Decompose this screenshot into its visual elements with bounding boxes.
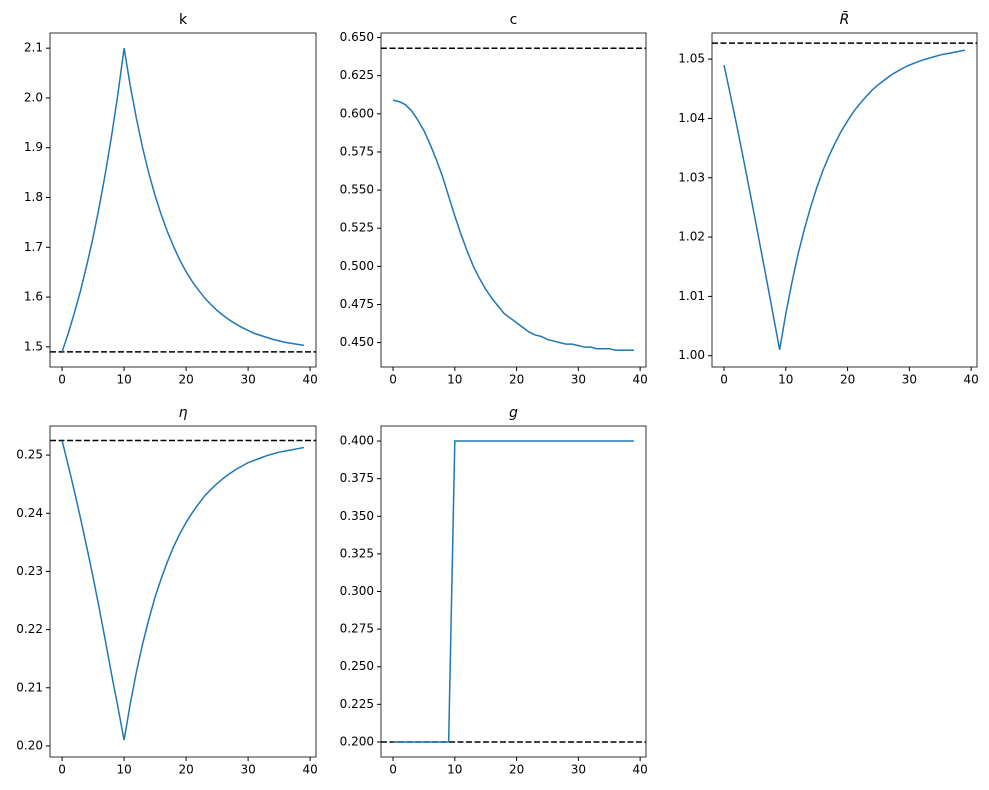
axes-frame — [380, 425, 647, 758]
subplot-title: c — [510, 12, 518, 28]
x-tick-label: 40 — [302, 763, 317, 777]
y-tick-label: 0.575 — [340, 144, 374, 158]
x-tick-label: 30 — [902, 373, 917, 387]
plot-area — [712, 33, 977, 367]
y-tick-label: 0.300 — [340, 584, 374, 598]
y-tick-label: 1.05 — [678, 52, 705, 66]
y-tick-label: 0.21 — [16, 680, 43, 694]
y-tick-label: 0.525 — [340, 221, 374, 235]
x-tick-label: 20 — [509, 373, 524, 387]
y-tick-label: 0.550 — [340, 183, 374, 197]
x-tick-label: 20 — [178, 763, 193, 777]
y-tick-label: 1.9 — [24, 140, 43, 154]
y-tick-label: 1.02 — [678, 230, 705, 244]
plot-area — [381, 426, 646, 757]
y-tick-label: 1.00 — [678, 348, 705, 362]
y-tick-label: 2.1 — [24, 41, 43, 55]
y-tick-label: 0.450 — [340, 335, 374, 349]
y-tick-label: 0.650 — [340, 30, 374, 44]
x-tick-label: 20 — [840, 373, 855, 387]
axes-frame — [711, 32, 978, 368]
axes-frame — [380, 32, 647, 368]
y-tick-label: 0.20 — [16, 738, 43, 752]
subplot-title: R̄ — [840, 10, 850, 28]
axes-frame — [49, 32, 317, 368]
series-line — [392, 99, 634, 351]
x-tick-label: 0 — [389, 373, 397, 387]
y-tick-label: 1.04 — [678, 111, 705, 125]
x-tick-label: 30 — [240, 763, 255, 777]
y-tick-label: 0.225 — [340, 697, 374, 711]
y-tick-label: 0.25 — [16, 448, 43, 462]
plot-area — [50, 33, 316, 367]
y-tick-label: 0.23 — [16, 564, 43, 578]
x-tick-label: 10 — [778, 373, 793, 387]
y-tick-label: 1.6 — [24, 290, 43, 304]
x-tick-label: 30 — [571, 373, 586, 387]
x-tick-label: 0 — [389, 763, 397, 777]
subplot-title: k — [179, 12, 188, 28]
y-tick-label: 1.01 — [678, 289, 705, 303]
x-tick-label: 10 — [116, 763, 131, 777]
x-tick-label: 30 — [571, 763, 586, 777]
y-tick-label: 1.8 — [24, 190, 43, 204]
x-tick-label: 10 — [447, 763, 462, 777]
x-tick-label: 10 — [116, 373, 131, 387]
x-tick-label: 30 — [240, 373, 255, 387]
x-tick-label: 10 — [447, 373, 462, 387]
y-tick-label: 0.200 — [340, 734, 374, 748]
y-tick-label: 0.275 — [340, 622, 374, 636]
series-line — [61, 440, 305, 741]
x-tick-label: 20 — [509, 763, 524, 777]
y-tick-label: 1.5 — [24, 339, 43, 353]
y-tick-label: 0.350 — [340, 509, 374, 523]
axes-frame — [49, 425, 317, 758]
x-tick-label: 40 — [632, 373, 647, 387]
x-tick-label: 0 — [720, 373, 728, 387]
y-tick-label: 0.400 — [340, 434, 374, 448]
series-line — [61, 48, 305, 353]
subplot-title: g — [509, 405, 518, 421]
y-tick-label: 0.250 — [340, 659, 374, 673]
x-tick-label: 0 — [58, 763, 66, 777]
y-tick-label: 0.375 — [340, 471, 374, 485]
y-tick-label: 1.03 — [678, 170, 705, 184]
x-tick-label: 40 — [632, 763, 647, 777]
y-tick-label: 0.22 — [16, 622, 43, 636]
y-tick-label: 0.500 — [340, 259, 374, 273]
y-tick-label: 1.7 — [24, 240, 43, 254]
x-tick-label: 20 — [178, 373, 193, 387]
y-tick-label: 0.600 — [340, 106, 374, 120]
x-tick-label: 40 — [302, 373, 317, 387]
y-tick-label: 0.475 — [340, 297, 374, 311]
series-line — [393, 440, 634, 743]
series-line — [723, 49, 966, 350]
y-tick-label: 2.0 — [24, 90, 43, 104]
y-tick-label: 0.325 — [340, 546, 374, 560]
y-tick-label: 0.24 — [16, 506, 43, 520]
x-tick-label: 40 — [963, 373, 978, 387]
plot-area — [50, 426, 316, 757]
plot-area — [381, 33, 646, 367]
y-tick-label: 0.625 — [340, 68, 374, 82]
x-tick-label: 0 — [58, 373, 66, 387]
subplot-title: η — [179, 405, 188, 421]
